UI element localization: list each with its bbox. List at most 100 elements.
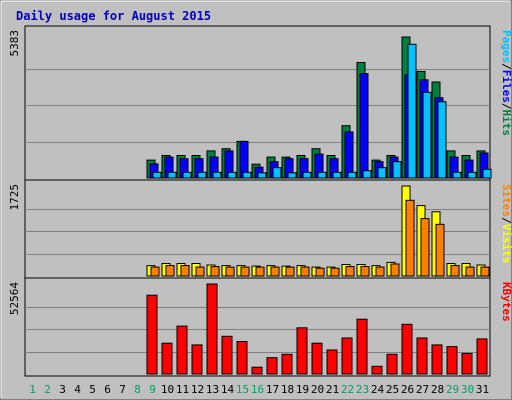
bar-kbytes-day-25: [386, 353, 398, 375]
bar-pages-day-27: [422, 91, 432, 179]
panel-0: 5383 Pages/Files/Hits: [8, 25, 512, 181]
day-label-30: 30: [461, 383, 474, 396]
bar-sites-day-23: [360, 266, 370, 277]
day-label-23: 23: [356, 383, 369, 396]
panel-2: 52564 KBytes: [8, 277, 512, 377]
bar-sites-day-22: [345, 266, 355, 277]
day-label-5: 5: [89, 383, 96, 396]
bar-pages-day-23: [362, 170, 372, 179]
bar-sites-day-24: [375, 266, 385, 277]
bar-files-day-22: [344, 131, 354, 179]
bar-pages-day-15: [242, 171, 252, 179]
x-axis-day-labels: 1 2 3 4 5 6 7 8 9 10 11 12 13 14 15 16 17 18 19 20 21 22 23 24 2…: [29, 383, 489, 396]
panel-legend: Pages/Files/Hits: [500, 30, 512, 136]
bar-kbytes-day-23: [356, 318, 368, 375]
bar-sites-day-14: [225, 266, 235, 277]
bar-sites-day-9: [150, 266, 160, 277]
bar-pages-day-28: [437, 101, 447, 179]
bar-pages-day-26: [407, 43, 417, 179]
panel-1: 1725 Sites/Visits: [8, 179, 512, 279]
day-label-4: 4: [74, 383, 81, 396]
day-label-10: 10: [161, 383, 174, 396]
bar-pages-day-31: [482, 168, 492, 179]
legend-entry: Files: [500, 70, 512, 103]
bar-kbytes-day-24: [371, 365, 383, 375]
panel-max-label: 1725: [8, 184, 21, 211]
panel-max-label: 52564: [8, 282, 21, 315]
bar-sites-day-19: [300, 266, 310, 277]
bar-kbytes-day-13: [206, 283, 218, 375]
bar-kbytes-day-10: [161, 342, 173, 375]
day-label-6: 6: [104, 383, 111, 396]
bar-kbytes-day-12: [191, 344, 203, 375]
day-label-16: 16: [251, 383, 264, 396]
bar-sites-day-31: [480, 266, 490, 277]
bar-sites-day-26: [405, 199, 415, 277]
day-label-31: 31: [476, 383, 489, 396]
day-label-13: 13: [206, 383, 219, 396]
day-label-12: 12: [191, 383, 204, 396]
bar-kbytes-day-16: [251, 366, 263, 375]
bar-files-day-23: [359, 73, 369, 179]
bar-pages-day-10: [167, 171, 177, 179]
bar-kbytes-day-14: [221, 335, 233, 375]
legend-entry: Sites: [500, 184, 512, 217]
bar-sites-day-25: [390, 263, 400, 277]
bar-pages-day-16: [257, 172, 267, 179]
bar-pages-day-25: [392, 161, 402, 179]
day-label-25: 25: [386, 383, 399, 396]
bar-sites-day-10: [165, 265, 175, 277]
day-label-11: 11: [176, 383, 189, 396]
bar-pages-day-29: [452, 171, 462, 179]
legend-entry: KBytes: [500, 282, 512, 322]
bar-sites-day-11: [180, 265, 190, 277]
legend-entry: Visits: [500, 224, 512, 264]
bar-pages-day-24: [377, 167, 387, 179]
day-label-3: 3: [59, 383, 66, 396]
legend-entry: /: [500, 103, 512, 110]
bar-kbytes-day-27: [416, 337, 428, 375]
day-label-29: 29: [446, 383, 459, 396]
bar-kbytes-day-26: [401, 323, 413, 375]
bar-kbytes-day-20: [311, 342, 323, 375]
bar-pages-day-14: [227, 171, 237, 179]
bar-kbytes-day-18: [281, 353, 293, 375]
legend-entry: /: [500, 63, 512, 70]
bar-kbytes-day-21: [326, 349, 338, 375]
bar-kbytes-day-15: [236, 341, 248, 375]
bar-sites-day-27: [420, 218, 430, 277]
bar-kbytes-day-29: [446, 346, 458, 375]
bar-kbytes-day-22: [341, 337, 353, 375]
day-label-1: 1: [29, 383, 36, 396]
bar-pages-day-20: [317, 171, 327, 179]
bar-kbytes-day-28: [431, 344, 443, 375]
bar-pages-day-21: [332, 171, 342, 179]
legend-entry: /: [500, 217, 512, 224]
bar-sites-day-15: [240, 266, 250, 277]
day-label-17: 17: [266, 383, 279, 396]
bar-kbytes-day-17: [266, 357, 278, 375]
day-label-27: 27: [416, 383, 429, 396]
chart-title: Daily usage for August 2015: [16, 9, 211, 23]
panel-legend: Sites/Visits: [500, 184, 512, 264]
panel-legend: KBytes: [500, 282, 512, 322]
day-label-9: 9: [149, 383, 156, 396]
day-label-15: 15: [236, 383, 249, 396]
bar-sites-day-28: [435, 223, 445, 277]
bar-pages-day-19: [302, 171, 312, 179]
panel-max-label: 5383: [8, 30, 21, 57]
legend-entry: Hits: [500, 110, 512, 137]
day-label-28: 28: [431, 383, 444, 396]
bar-kbytes-day-9: [146, 294, 158, 375]
bar-pages-day-22: [347, 171, 357, 179]
bar-sites-day-30: [465, 266, 475, 277]
day-label-26: 26: [401, 383, 414, 396]
bar-sites-day-17: [270, 266, 280, 277]
bar-pages-day-11: [182, 171, 192, 179]
bar-pages-day-9: [152, 171, 162, 179]
bar-sites-day-16: [255, 266, 265, 277]
day-label-7: 7: [119, 383, 126, 396]
bar-kbytes-day-11: [176, 325, 188, 375]
